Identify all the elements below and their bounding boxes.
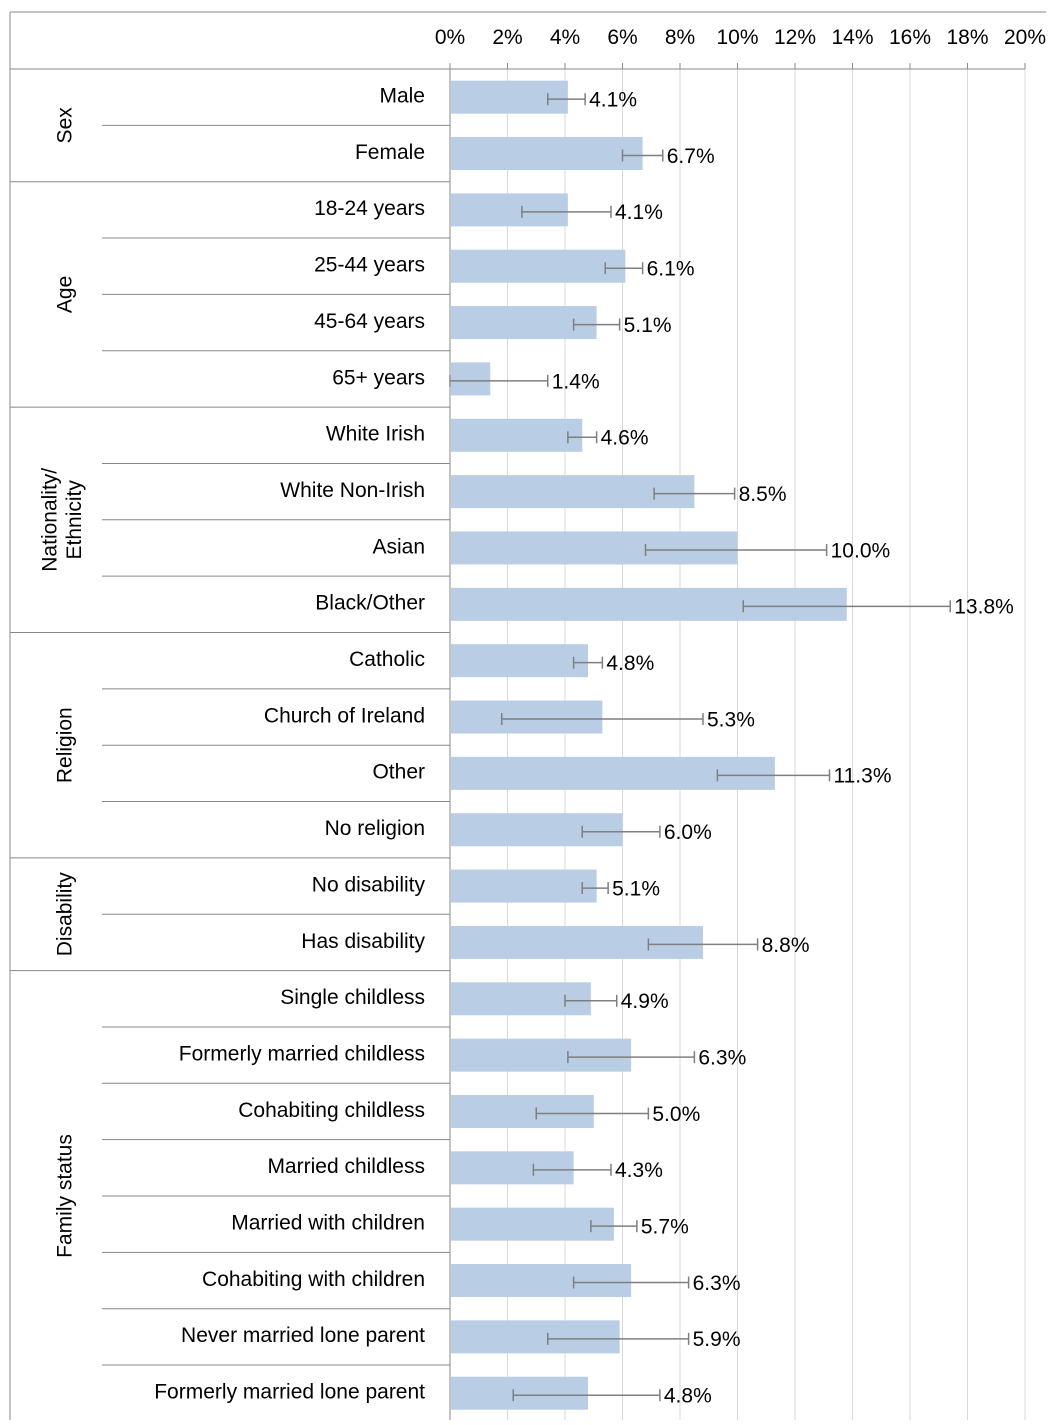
data-label: 5.1% [624, 314, 672, 337]
bar [451, 475, 695, 509]
group-label: Age [53, 276, 76, 313]
bar [451, 1038, 632, 1072]
data-label: 4.8% [664, 1385, 712, 1408]
category-label: 65+ years [332, 366, 425, 389]
x-tick-label: 8% [665, 26, 695, 49]
bar [451, 1320, 620, 1354]
category-label: 45-64 years [314, 310, 425, 333]
bar [451, 982, 591, 1016]
category-label: White Non-Irish [280, 479, 425, 502]
bar [451, 193, 568, 227]
bar [451, 925, 703, 959]
category-label: Church of Ireland [264, 704, 425, 727]
data-label: 6.1% [647, 258, 695, 281]
data-label: 5.3% [707, 708, 755, 731]
category-label: Black/Other [315, 592, 425, 615]
bar [451, 644, 588, 678]
data-label: 10.0% [831, 539, 891, 562]
category-label: Female [355, 141, 425, 164]
x-tick-label: 14% [831, 26, 873, 49]
data-label: 6.3% [693, 1272, 741, 1295]
category-label: Has disability [301, 930, 425, 953]
data-label: 4.6% [601, 427, 649, 450]
group-label: Religion [53, 707, 76, 783]
bar [451, 869, 597, 903]
bars [449, 80, 951, 1410]
category-label: Male [379, 85, 425, 108]
category-label: 18-24 years [314, 197, 425, 220]
x-tick-label: 2% [492, 26, 522, 49]
bar [451, 137, 643, 171]
category-label: Formerly married childless [179, 1042, 425, 1065]
group-label: Family status [53, 1134, 76, 1258]
data-label: 13.8% [954, 596, 1014, 619]
category-label: Other [372, 761, 425, 784]
x-tick-label: 18% [946, 26, 988, 49]
bar [451, 418, 583, 452]
data-label: 4.3% [615, 1159, 663, 1182]
group-label: Nationality/Ethnicity [39, 468, 86, 572]
data-label: 5.7% [641, 1216, 689, 1239]
data-label: 6.7% [667, 145, 715, 168]
category-label: Cohabiting childless [238, 1099, 425, 1122]
bar [451, 1094, 594, 1128]
data-label: 4.1% [589, 89, 637, 112]
data-label: 8.5% [739, 483, 787, 506]
bar [451, 249, 626, 283]
data-label: 1.4% [552, 370, 600, 393]
category-label: Single childless [280, 986, 425, 1009]
table-frame [9, 11, 1046, 1422]
data-label: 4.8% [606, 652, 654, 675]
bar [451, 587, 847, 621]
data-label: 5.9% [693, 1328, 741, 1351]
group-label: Disability [53, 872, 76, 957]
bar [451, 1207, 614, 1241]
category-label: Married childless [267, 1155, 425, 1178]
gridlines [449, 63, 1026, 1422]
x-tick-label: 4% [550, 26, 580, 49]
category-label: No disability [312, 873, 426, 896]
x-tick-label: 10% [716, 26, 758, 49]
bar [451, 80, 568, 114]
data-label: 6.3% [698, 1046, 746, 1069]
bar [451, 531, 738, 565]
category-label: Asian [372, 535, 425, 558]
x-tick-label: 16% [889, 26, 931, 49]
category-label: Married with children [231, 1212, 425, 1235]
category-label: Catholic [349, 648, 425, 671]
category-label: Cohabiting with children [202, 1268, 425, 1291]
data-label: 4.1% [615, 201, 663, 224]
bar [451, 306, 597, 340]
bar [451, 1376, 588, 1410]
data-label: 5.1% [612, 877, 660, 900]
data-label: 6.0% [664, 821, 712, 844]
data-label: 4.9% [621, 990, 669, 1013]
data-label: 8.8% [762, 934, 810, 957]
bar [451, 362, 491, 396]
category-label: No religion [325, 817, 425, 840]
category-label: Formerly married lone parent [154, 1381, 425, 1404]
bar [451, 1151, 574, 1185]
bar [451, 1264, 632, 1298]
x-tick-label: 0% [435, 26, 465, 49]
category-label: 25-44 years [314, 254, 425, 277]
labels: 0% 2% 4% 6% 8% 10% 12% 14% 16% 18% 20% Sex Male 4.1% F… [39, 26, 1046, 1408]
bar [451, 756, 775, 790]
category-label: White Irish [326, 423, 425, 446]
bar [451, 813, 623, 847]
x-tick-label: 20% [1004, 26, 1046, 49]
data-label: 5.0% [652, 1103, 700, 1126]
data-label: 11.3% [834, 765, 892, 788]
category-label: Never married lone parent [181, 1324, 425, 1347]
x-tick-label: 6% [607, 26, 637, 49]
x-tick-label: 12% [774, 26, 816, 49]
group-label: Sex [53, 107, 76, 144]
bar [451, 700, 603, 734]
